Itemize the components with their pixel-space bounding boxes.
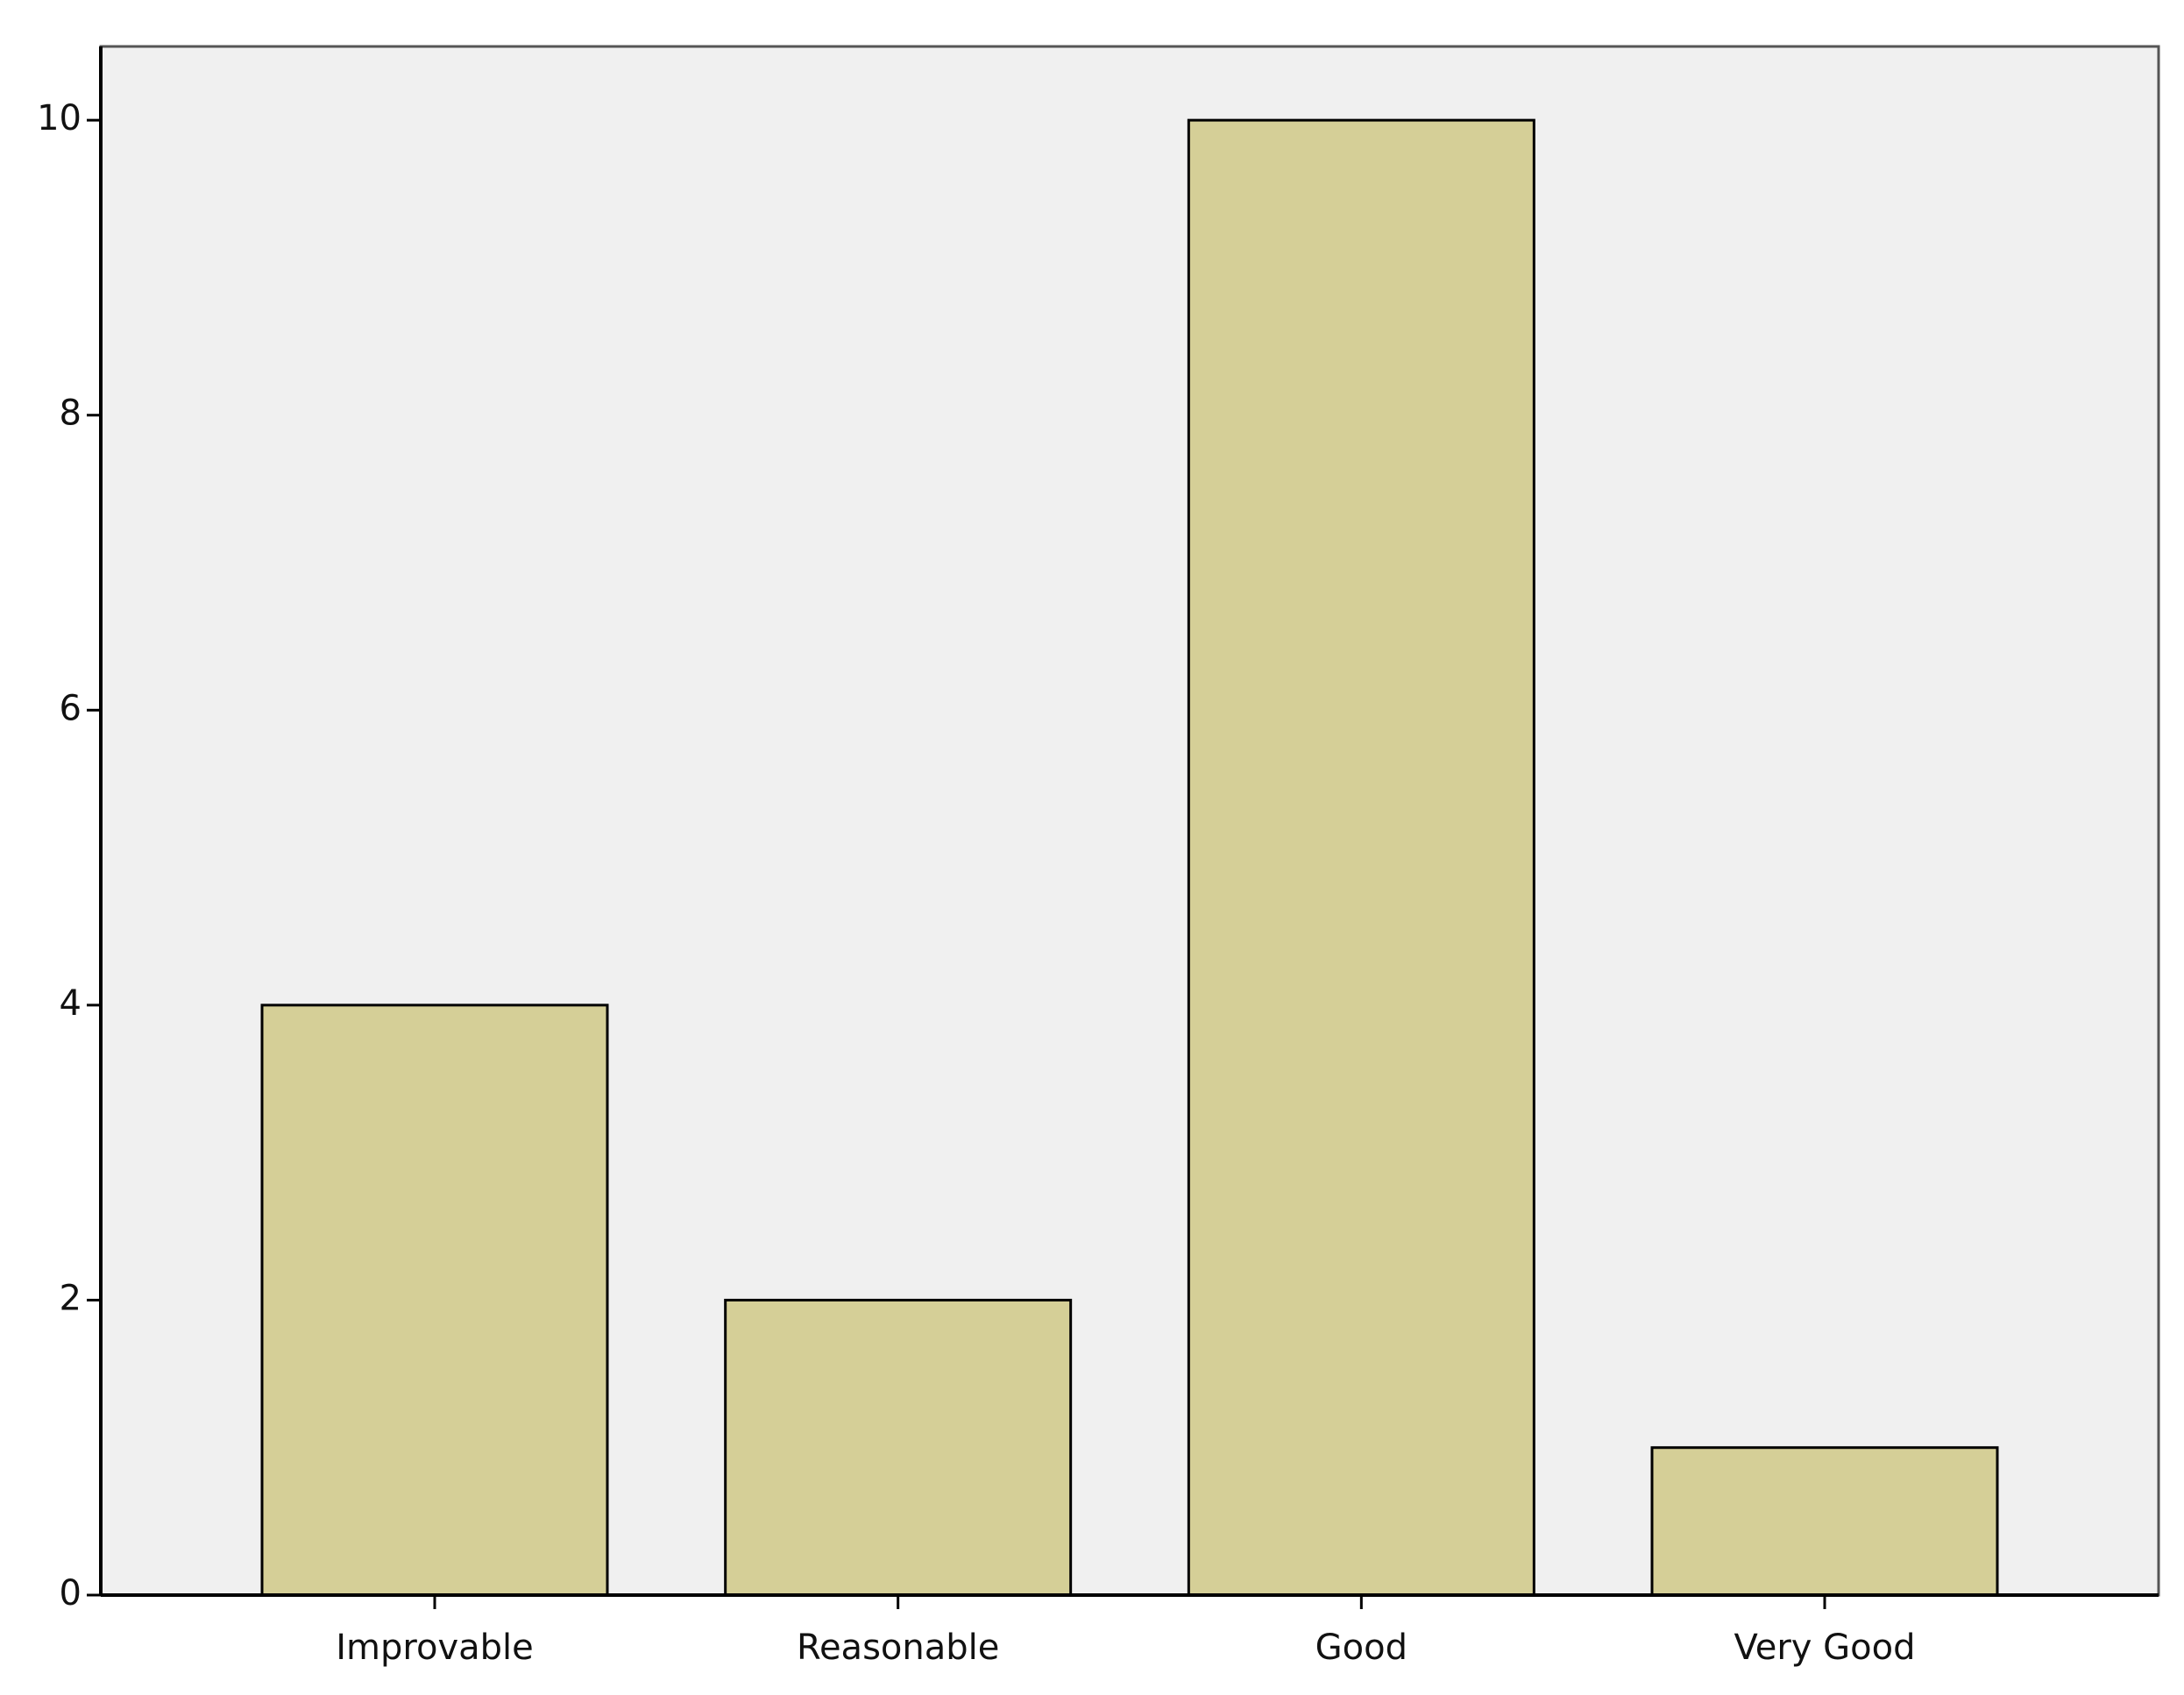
y-tick-label: 0 [60,1573,82,1613]
y-tick-label: 4 [60,983,82,1024]
x-tick-label: Very Good [1734,1628,1915,1668]
x-tick-label: Improvable [336,1628,534,1668]
y-tick-label: 2 [60,1278,82,1318]
y-tick-label: 10 [37,98,82,138]
bar [724,1298,1073,1597]
bar [1650,1446,1999,1597]
x-tick-label: Good [1315,1628,1408,1668]
y-tick-label: 6 [60,688,82,728]
bar [260,1004,609,1597]
y-tick-label: 8 [60,394,82,434]
x-tick-label: Reasonable [797,1628,999,1668]
bar [1187,118,1535,1597]
